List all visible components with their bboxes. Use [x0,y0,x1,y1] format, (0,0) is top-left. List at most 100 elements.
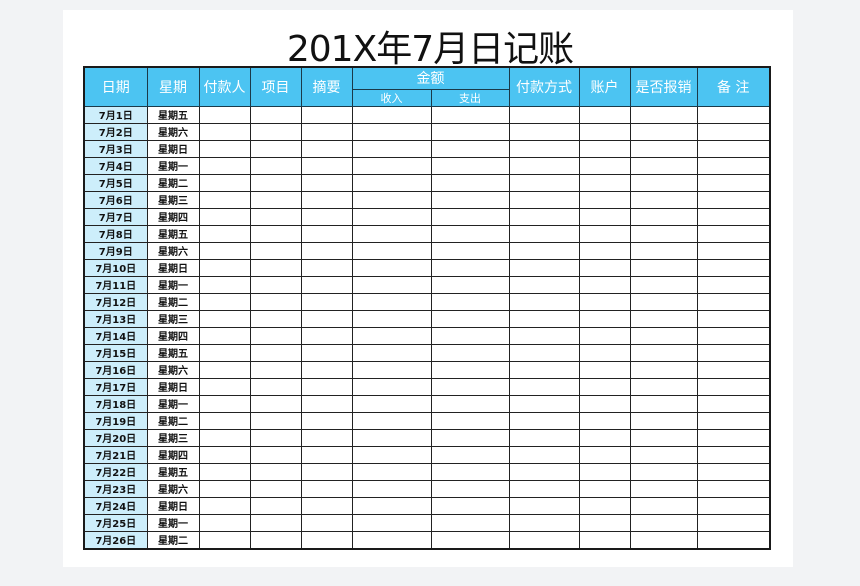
payer-cell[interactable] [198,207,251,226]
reimbursed-cell[interactable] [629,224,698,243]
payer-cell[interactable] [198,173,251,192]
item-cell[interactable] [249,258,302,277]
remarks-cell[interactable] [696,326,771,345]
reimbursed-cell[interactable] [629,173,698,192]
account-cell[interactable] [578,309,631,328]
summary-cell[interactable] [300,139,353,158]
expense-cell[interactable] [430,428,510,447]
expense-cell[interactable] [430,241,510,260]
payer-cell[interactable] [198,530,251,549]
payment-method-cell[interactable] [508,258,580,277]
weekday-cell[interactable]: 星期一 [146,156,200,175]
summary-cell[interactable] [300,377,353,396]
expense-cell[interactable] [430,462,510,481]
payment-method-cell[interactable] [508,105,580,124]
payer-cell[interactable] [198,428,251,447]
remarks-cell[interactable] [696,139,771,158]
payer-cell[interactable] [198,139,251,158]
payment-method-cell[interactable] [508,292,580,311]
payment-method-cell[interactable] [508,122,580,141]
payment-method-cell[interactable] [508,275,580,294]
income-cell[interactable] [351,462,432,481]
expense-cell[interactable] [430,173,510,192]
payment-method-cell[interactable] [508,462,580,481]
remarks-cell[interactable] [696,309,771,328]
reimbursed-cell[interactable] [629,513,698,532]
income-cell[interactable] [351,207,432,226]
reimbursed-cell[interactable] [629,360,698,379]
weekday-cell[interactable]: 星期五 [146,462,200,481]
date-cell[interactable]: 7月22日 [83,462,148,481]
account-cell[interactable] [578,428,631,447]
payment-method-cell[interactable] [508,241,580,260]
payer-cell[interactable] [198,122,251,141]
reimbursed-cell[interactable] [629,207,698,226]
reimbursed-cell[interactable] [629,394,698,413]
payment-method-cell[interactable] [508,428,580,447]
account-cell[interactable] [578,394,631,413]
summary-cell[interactable] [300,479,353,498]
reimbursed-cell[interactable] [629,411,698,430]
remarks-cell[interactable] [696,275,771,294]
remarks-cell[interactable] [696,190,771,209]
income-cell[interactable] [351,156,432,175]
payer-cell[interactable] [198,190,251,209]
date-cell[interactable]: 7月6日 [83,190,148,209]
item-cell[interactable] [249,496,302,515]
remarks-cell[interactable] [696,377,771,396]
payer-cell[interactable] [198,513,251,532]
reimbursed-cell[interactable] [629,258,698,277]
payer-cell[interactable] [198,360,251,379]
date-cell[interactable]: 7月15日 [83,343,148,362]
weekday-cell[interactable]: 星期五 [146,224,200,243]
reimbursed-cell[interactable] [629,462,698,481]
remarks-cell[interactable] [696,530,771,549]
weekday-cell[interactable]: 星期日 [146,377,200,396]
remarks-cell[interactable] [696,394,771,413]
summary-cell[interactable] [300,496,353,515]
income-cell[interactable] [351,428,432,447]
item-cell[interactable] [249,173,302,192]
reimbursed-cell[interactable] [629,292,698,311]
weekday-cell[interactable]: 星期五 [146,105,200,124]
account-cell[interactable] [578,411,631,430]
summary-cell[interactable] [300,156,353,175]
expense-cell[interactable] [430,207,510,226]
summary-cell[interactable] [300,343,353,362]
summary-cell[interactable] [300,292,353,311]
payer-cell[interactable] [198,258,251,277]
payment-method-cell[interactable] [508,445,580,464]
income-cell[interactable] [351,394,432,413]
item-cell[interactable] [249,513,302,532]
summary-cell[interactable] [300,258,353,277]
date-cell[interactable]: 7月4日 [83,156,148,175]
weekday-cell[interactable]: 星期六 [146,122,200,141]
account-cell[interactable] [578,292,631,311]
account-cell[interactable] [578,139,631,158]
income-cell[interactable] [351,139,432,158]
account-cell[interactable] [578,241,631,260]
reimbursed-cell[interactable] [629,496,698,515]
date-cell[interactable]: 7月23日 [83,479,148,498]
summary-cell[interactable] [300,326,353,345]
remarks-cell[interactable] [696,105,771,124]
reimbursed-cell[interactable] [629,479,698,498]
payment-method-cell[interactable] [508,190,580,209]
income-cell[interactable] [351,360,432,379]
summary-cell[interactable] [300,190,353,209]
payer-cell[interactable] [198,275,251,294]
income-cell[interactable] [351,105,432,124]
date-cell[interactable]: 7月1日 [83,105,148,124]
summary-cell[interactable] [300,445,353,464]
remarks-cell[interactable] [696,241,771,260]
remarks-cell[interactable] [696,156,771,175]
item-cell[interactable] [249,292,302,311]
remarks-cell[interactable] [696,462,771,481]
item-cell[interactable] [249,411,302,430]
income-cell[interactable] [351,530,432,549]
income-cell[interactable] [351,513,432,532]
date-cell[interactable]: 7月16日 [83,360,148,379]
account-cell[interactable] [578,326,631,345]
payer-cell[interactable] [198,445,251,464]
account-cell[interactable] [578,479,631,498]
